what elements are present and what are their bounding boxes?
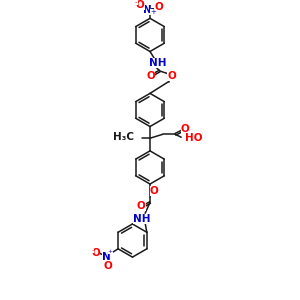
Text: O: O bbox=[149, 186, 158, 196]
Text: HO: HO bbox=[185, 133, 202, 143]
Text: H₃C: H₃C bbox=[113, 132, 134, 142]
Text: O: O bbox=[91, 248, 100, 258]
Text: O: O bbox=[167, 71, 176, 81]
Text: O: O bbox=[147, 71, 155, 81]
Text: NH: NH bbox=[149, 58, 166, 68]
Text: NH: NH bbox=[134, 214, 151, 224]
Text: O: O bbox=[104, 261, 113, 272]
Text: -: - bbox=[92, 248, 94, 253]
Text: O: O bbox=[136, 0, 145, 10]
Text: N: N bbox=[102, 252, 111, 262]
Text: +: + bbox=[150, 8, 156, 14]
Text: +: + bbox=[108, 249, 113, 254]
Text: -: - bbox=[135, 0, 138, 5]
Text: O: O bbox=[154, 2, 163, 12]
Text: O: O bbox=[137, 201, 146, 212]
Text: N: N bbox=[143, 4, 152, 15]
Text: O: O bbox=[181, 124, 190, 134]
